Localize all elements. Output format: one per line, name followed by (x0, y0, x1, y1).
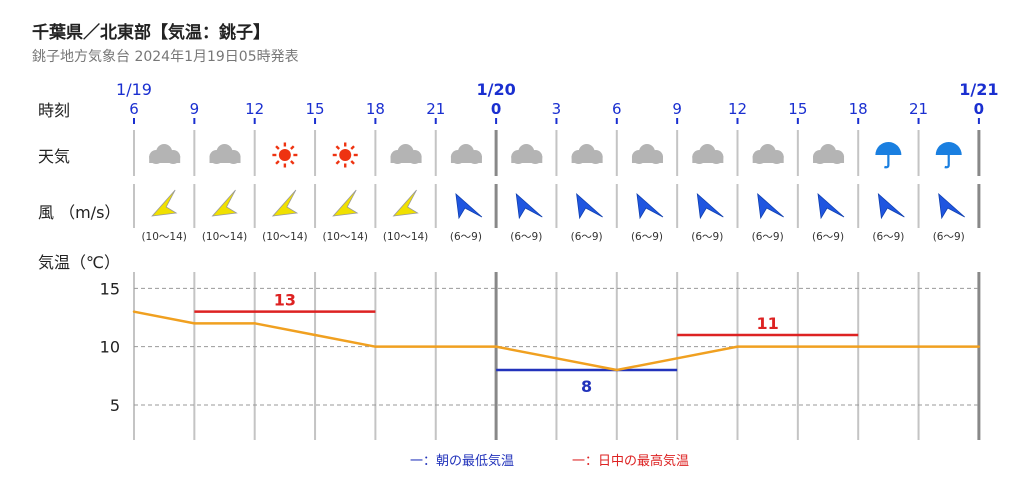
date-label: 1/21 (959, 80, 998, 99)
hour-label: 15 (306, 100, 325, 118)
wind-speed-label: (6～9) (510, 231, 542, 243)
wind-arrow-icon (877, 192, 905, 220)
legend-min: 一：朝の最低気温 (410, 454, 515, 469)
temperature-point (857, 345, 860, 348)
min-temp-label: 8 (581, 377, 592, 396)
umbrella-icon (935, 142, 962, 169)
wind-arrow-icon (332, 189, 359, 217)
cloudy-icon (511, 144, 543, 164)
wind-speed-label: (6～9) (872, 231, 904, 243)
wind-arrow-icon (455, 192, 483, 220)
legend-max: 一：日中の最高気温 (572, 454, 690, 469)
hour-label: 15 (788, 100, 807, 118)
wind-speed-label: (6～9) (691, 231, 723, 243)
temperature-point (736, 345, 739, 348)
wind-speed-label: (10～14) (202, 231, 247, 243)
temperature-point (253, 322, 256, 325)
cloudy-icon (631, 144, 663, 164)
wind-speed-label: (6～9) (812, 231, 844, 243)
temperature-point (977, 345, 981, 348)
hour-label: 0 (974, 100, 984, 118)
hour-label: 18 (366, 100, 385, 118)
wind-speed-label: (6～9) (450, 231, 482, 243)
wind-arrow-icon (576, 192, 603, 220)
y-tick-label: 5 (110, 396, 120, 415)
row-label-temp: 気温（℃） (38, 253, 120, 272)
sunny-icon (272, 142, 298, 168)
temperature-point (917, 345, 920, 348)
wind-arrow-icon (757, 192, 784, 220)
hour-label: 12 (728, 100, 747, 118)
hour-label: 0 (491, 100, 501, 118)
wind-arrow-icon (938, 192, 965, 220)
cloudy-icon (149, 144, 181, 164)
cloudy-icon (571, 144, 603, 164)
wind-arrow-icon (696, 192, 724, 220)
wind-arrow-icon (151, 189, 178, 217)
wind-speed-label: (6～9) (752, 231, 784, 243)
temperature-point (615, 368, 618, 372)
cloudy-icon (450, 144, 482, 164)
sunny-icon (332, 142, 358, 168)
row-label-weather: 天気 (38, 147, 70, 166)
wind-arrow-icon (271, 189, 299, 217)
chart-title: 千葉県／北東部【気温：銚子】 (32, 23, 270, 43)
wind-arrow-icon (392, 189, 419, 217)
cloudy-icon (390, 144, 422, 164)
temperature-point (193, 322, 196, 325)
wind-arrow-icon (211, 189, 238, 217)
max-temp-label: 11 (757, 314, 779, 333)
row-label-time: 時刻 (38, 101, 70, 120)
hour-label: 3 (552, 100, 562, 118)
wind-arrow-icon (636, 192, 664, 220)
hour-label: 18 (849, 100, 868, 118)
hour-label: 21 (426, 100, 445, 118)
max-temp-label: 13 (274, 291, 296, 310)
y-tick-label: 10 (100, 338, 120, 357)
date-label: 1/20 (476, 80, 515, 99)
wind-speed-label: (10～14) (262, 231, 307, 243)
wind-speed-label: (10～14) (141, 231, 186, 243)
row-label-wind: 風 （m/s） (38, 203, 120, 222)
wind-speed-label: (6～9) (631, 231, 663, 243)
wind-speed-label: (10～14) (323, 231, 368, 243)
wind-arrow-icon (817, 192, 845, 220)
hour-label: 12 (245, 100, 264, 118)
temperature-point (434, 345, 437, 348)
temperature-point (313, 333, 317, 337)
hour-label: 21 (909, 100, 928, 118)
temperature-point (675, 357, 679, 360)
wind-speed-label: (10～14) (383, 231, 428, 243)
hour-label: 9 (190, 100, 200, 118)
cloudy-icon (813, 144, 845, 164)
y-tick-label: 15 (100, 279, 120, 298)
temperature-point (555, 357, 558, 360)
cloudy-icon (209, 144, 241, 164)
chart-subtitle: 銚子地方気象台 2024年1月19日05時発表 (32, 49, 299, 65)
cloudy-icon (692, 144, 724, 164)
date-label: 1/19 (116, 80, 152, 99)
umbrella-icon (875, 142, 902, 169)
wind-speed-label: (6～9) (933, 231, 965, 243)
wind-arrow-icon (515, 192, 543, 220)
temperature-point (494, 345, 498, 348)
temperature-point (796, 345, 800, 348)
hour-label: 9 (672, 100, 682, 118)
wind-speed-label: (6～9) (571, 231, 603, 243)
temperature-point (374, 345, 377, 348)
hour-label: 6 (129, 100, 139, 118)
temperature-point (132, 310, 136, 313)
cloudy-icon (752, 144, 784, 164)
hour-label: 6 (612, 100, 622, 118)
